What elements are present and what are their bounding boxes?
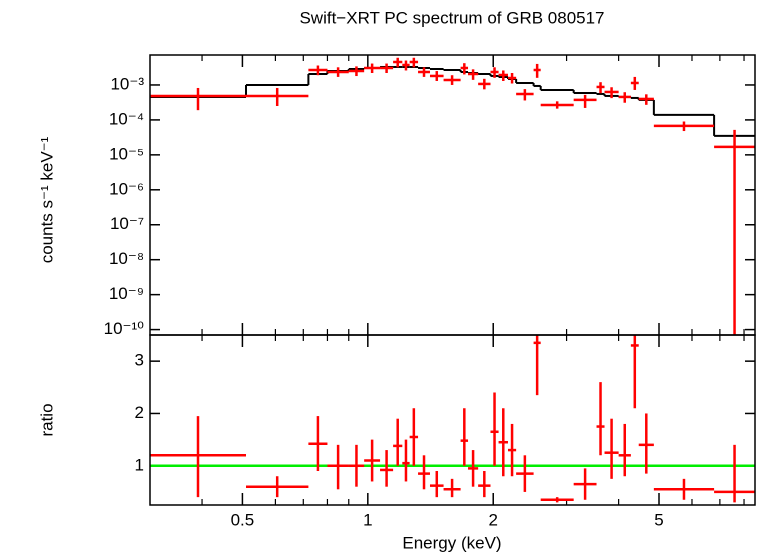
y-tick-label: 10⁻⁵ [109,144,144,163]
y-axis-label: ratio [37,403,56,436]
y-tick-label: 10⁻⁷ [110,214,144,233]
y-tick-label: 3 [135,351,144,370]
y-tick-label: 10⁻⁹ [109,284,144,303]
x-tick-label: 1 [363,510,372,529]
y-tick-label: 10⁻⁴ [109,109,144,128]
x-tick-label: 0.5 [231,510,255,529]
y-tick-label: 2 [135,403,144,422]
plot-frame [149,334,756,506]
chart-title: Swift−XRT PC spectrum of GRB 080517 [299,8,604,27]
x-tick-label: 5 [654,510,663,529]
x-tick-label: 2 [488,510,497,529]
y-tick-label: 10⁻¹⁰ [104,319,145,338]
x-axis-label: Energy (keV) [402,533,501,552]
y-tick-label: 10⁻⁸ [109,249,144,268]
y-tick-label: 1 [135,455,144,474]
y-tick-label: 10⁻³ [110,74,144,93]
y-axis-label: counts s⁻¹ keV⁻¹ [37,136,56,263]
y-tick-label: 10⁻⁶ [109,179,144,198]
